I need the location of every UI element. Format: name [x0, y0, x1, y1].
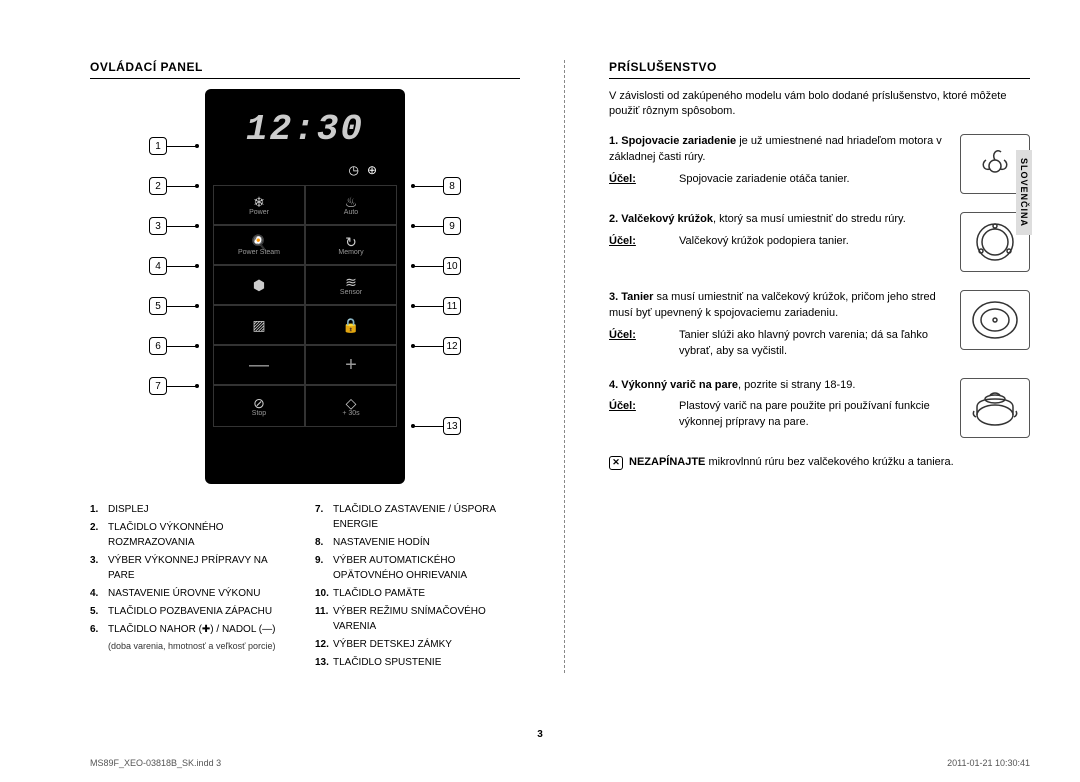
clock-icon: ◷ — [348, 163, 358, 177]
callout-12: 12 — [443, 337, 461, 355]
control-panel-section: OVLÁDACÍ PANEL 1 2 3 4 5 6 7 12:30 ◷ ⊕ — [90, 60, 520, 673]
legend-item: 12.VÝBER DETSKEJ ZÁMKY — [315, 637, 520, 652]
accessories-intro: V závislosti od zakúpeného modelu vám bo… — [609, 89, 1030, 120]
auto-button: ♨Auto — [305, 185, 397, 225]
control-panel-legend: 1.DISPLEJ 2.TLAČIDLO VÝKONNÉHO ROZMRAZOVA… — [90, 502, 520, 673]
legend-item: 13.TLAČIDLO SPUSTENIE — [315, 655, 520, 670]
legend-item: 4.NASTAVENIE ÚROVNE VÝKONU — [90, 586, 295, 601]
accessory-item: 2. Valčekový krúžok, ktorý sa musí umies… — [609, 212, 1030, 272]
legend-item: 1.DISPLEJ — [90, 502, 295, 517]
page-number: 3 — [537, 729, 543, 740]
footer-date: 2011-01-21 10:30:41 — [947, 758, 1030, 768]
power-button: ❄Power — [213, 185, 305, 225]
accessories-section: PRÍSLUŠENSTVO V závislosti od zakúpeného… — [609, 60, 1030, 673]
callout-5: 5 — [149, 297, 167, 315]
power-steam-button: 🍳Power Steam — [213, 225, 305, 265]
accessory-illustration — [960, 290, 1030, 350]
legend-item: 6.TLAČIDLO NAHOR (✚) / NADOL (—) — [90, 622, 295, 637]
callouts-right: 8 9 10 11 12 13 — [413, 89, 461, 441]
legend-item: 3.VÝBER VÝKONNEJ PRÍPRAVY NA PARE — [90, 553, 295, 583]
callout-8: 8 — [443, 177, 461, 195]
control-panel-diagram: 1 2 3 4 5 6 7 12:30 ◷ ⊕ ❄Power ♨Auto — [90, 89, 520, 484]
level-button: ⬢ — [213, 265, 305, 305]
warning-strong: NEZAPÍNAJTE — [629, 456, 705, 468]
legend-item: 5.TLAČIDLO POZBAVENIA ZÁPACHU — [90, 604, 295, 619]
memory-button: ↻Memory — [305, 225, 397, 265]
language-tab: SLOVENČINA — [1016, 150, 1032, 235]
sensor-button: ≋Sensor — [305, 265, 397, 305]
legend-col-right: 7.TLAČIDLO ZASTAVENIE / ÚSPORA ENERGIE 8.… — [315, 502, 520, 673]
legend-item: 9.VÝBER AUTOMATICKÉHO OPÄTOVNÉHO OHRIEVA… — [315, 553, 520, 583]
footer-file: MS89F_XEO-03818B_SK.indd 3 — [90, 758, 221, 768]
accessory-item: 1. Spojovacie zariadenie je už umiestnen… — [609, 134, 1030, 194]
legend-item: 7.TLAČIDLO ZASTAVENIE / ÚSPORA ENERGIE — [315, 502, 520, 532]
accessory-illustration — [960, 378, 1030, 438]
alt-clock-icon: ⊕ — [367, 163, 377, 177]
callout-1: 1 — [149, 137, 167, 155]
callout-11: 11 — [443, 297, 461, 315]
minus-button: — — [213, 345, 305, 385]
warning-icon: ✕ — [609, 456, 623, 470]
accessories-heading: PRÍSLUŠENSTVO — [609, 60, 1030, 79]
callout-7: 7 — [149, 377, 167, 395]
callout-10: 10 — [443, 257, 461, 275]
stop-button: ⊘Stop — [213, 385, 305, 427]
start-button: ◇+ 30s — [305, 385, 397, 427]
legend-item: 2.TLAČIDLO VÝKONNÉHO ROZMRAZOVANIA — [90, 520, 295, 550]
microwave-panel: 12:30 ◷ ⊕ ❄Power ♨Auto 🍳Power Steam ↻Mem… — [205, 89, 405, 484]
plus-button: + — [305, 345, 397, 385]
callout-3: 3 — [149, 217, 167, 235]
legend-item: 11.VÝBER REŽIMU SNÍMAČOVÉHO VARENIA — [315, 604, 520, 634]
legend-item: 8.NASTAVENIE HODÍN — [315, 535, 520, 550]
control-panel-heading: OVLÁDACÍ PANEL — [90, 60, 520, 79]
accessory-item: 4. Výkonný varič na pare, pozrite si str… — [609, 378, 1030, 438]
callouts-left: 1 2 3 4 5 6 7 — [149, 89, 197, 401]
warning-rest: mikrovlnnú rúru bez valčekového krúžku a… — [705, 456, 953, 468]
accessory-item: 3. Tanier sa musí umiestniť na valčekový… — [609, 290, 1030, 360]
print-footer: MS89F_XEO-03818B_SK.indd 3 2011-01-21 10… — [90, 758, 1030, 768]
deodor-button: ▨ — [213, 305, 305, 345]
callout-6: 6 — [149, 337, 167, 355]
time-display: 12:30 — [213, 99, 397, 159]
warning-note: ✕ NEZAPÍNAJTE mikrovlnnú rúru bez valček… — [609, 456, 1030, 470]
legend-col-left: 1.DISPLEJ 2.TLAČIDLO VÝKONNÉHO ROZMRAZOVA… — [90, 502, 295, 673]
legend-item: 10.TLAČIDLO PAMÄTE — [315, 586, 520, 601]
callout-4: 4 — [149, 257, 167, 275]
callout-9: 9 — [443, 217, 461, 235]
clock-icons: ◷ ⊕ — [213, 159, 397, 185]
callout-13: 13 — [443, 417, 461, 435]
callout-2: 2 — [149, 177, 167, 195]
lock-button: 🔒 — [305, 305, 397, 345]
